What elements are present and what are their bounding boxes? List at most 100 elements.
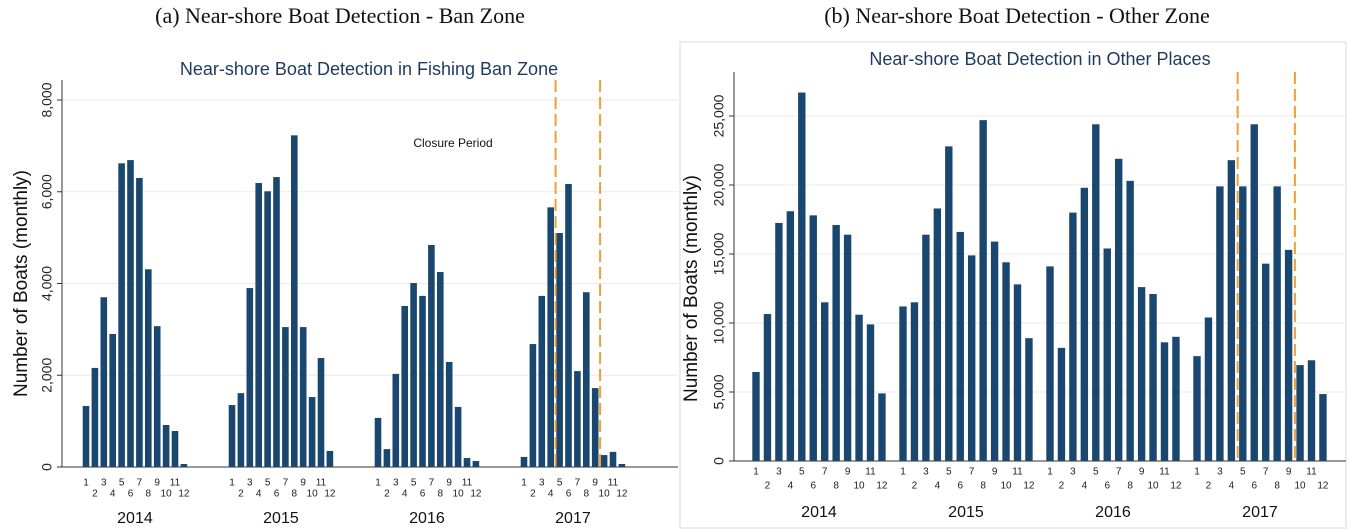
x-tick-label: 8 bbox=[146, 489, 152, 500]
x-tick-label: 4 bbox=[402, 489, 408, 500]
x-tick-label: 6 bbox=[957, 481, 963, 492]
bar bbox=[618, 464, 626, 467]
x-tick-label: 7 bbox=[283, 478, 289, 489]
bar bbox=[990, 241, 999, 461]
year-label: 2015 bbox=[948, 504, 984, 521]
y-tick-label: 8,000 bbox=[39, 82, 55, 117]
x-tick-label: 11 bbox=[1306, 467, 1317, 478]
year-label: 2014 bbox=[801, 504, 837, 521]
bar bbox=[855, 314, 863, 461]
bar bbox=[1160, 342, 1169, 461]
x-tick-label: 6 bbox=[1104, 481, 1110, 492]
bar bbox=[547, 207, 554, 467]
x-tick-label: 10 bbox=[599, 489, 611, 500]
bar bbox=[556, 233, 563, 467]
bar bbox=[1193, 356, 1201, 461]
x-tick-label: 1 bbox=[753, 467, 759, 478]
x-tick-label: 12 bbox=[1170, 481, 1182, 492]
caption: (a) Near-shore Boat Detection - Ban Zone bbox=[155, 3, 525, 28]
bar bbox=[145, 269, 152, 467]
bar bbox=[538, 295, 546, 467]
x-tick-label: 11 bbox=[462, 478, 473, 489]
bar bbox=[752, 371, 760, 461]
x-tick-label: 9 bbox=[992, 467, 998, 478]
bar bbox=[979, 120, 987, 461]
x-tick-label: 6 bbox=[274, 489, 280, 500]
bar bbox=[282, 327, 289, 467]
bar bbox=[591, 388, 599, 467]
x-tick-label: 3 bbox=[393, 478, 399, 489]
x-tick-label: 3 bbox=[923, 467, 929, 478]
x-tick-label: 11 bbox=[1012, 467, 1023, 478]
x-tick-label: 4 bbox=[1082, 481, 1088, 492]
bar bbox=[1216, 186, 1224, 461]
x-tick-label: 11 bbox=[608, 478, 619, 489]
bar bbox=[529, 344, 537, 467]
x-tick-label: 10 bbox=[1147, 481, 1159, 492]
bar bbox=[118, 163, 125, 467]
bar bbox=[299, 327, 307, 467]
bar bbox=[91, 367, 99, 467]
x-tick-label: 5 bbox=[946, 467, 952, 478]
x-tick-label: 3 bbox=[1070, 467, 1076, 478]
x-tick-label: 8 bbox=[438, 489, 444, 500]
x-tick-label: 2 bbox=[1059, 481, 1065, 492]
bar bbox=[1239, 186, 1247, 461]
bar bbox=[1013, 284, 1022, 461]
caption: (b) Near-shore Boat Detection - Other Zo… bbox=[824, 3, 1210, 28]
bar bbox=[1080, 187, 1089, 461]
bar bbox=[775, 222, 783, 461]
x-tick-label: 7 bbox=[822, 467, 828, 478]
x-tick-label: 9 bbox=[1139, 467, 1145, 478]
x-tick-label: 4 bbox=[935, 481, 941, 492]
x-tick-label: 2 bbox=[1206, 481, 1212, 492]
x-tick-label: 9 bbox=[446, 478, 452, 489]
y-tick-label: 6,000 bbox=[39, 174, 55, 209]
x-tick-label: 5 bbox=[411, 478, 417, 489]
y-tick-label: 20,000 bbox=[711, 163, 727, 206]
x-tick-label: 12 bbox=[876, 481, 888, 492]
bar bbox=[326, 450, 334, 467]
year-label: 2016 bbox=[409, 510, 445, 527]
bar bbox=[171, 430, 179, 467]
bar bbox=[798, 92, 806, 461]
bar bbox=[1103, 248, 1111, 461]
x-tick-label: 1 bbox=[83, 478, 89, 489]
x-tick-label: 2 bbox=[912, 481, 918, 492]
x-tick-label: 6 bbox=[128, 489, 134, 500]
bar bbox=[1025, 338, 1033, 461]
x-tick-label: 11 bbox=[865, 467, 876, 478]
bar bbox=[956, 231, 964, 461]
x-tick-label: 7 bbox=[1116, 467, 1122, 478]
x-tick-label: 11 bbox=[170, 478, 181, 489]
year-label: 2016 bbox=[1095, 504, 1131, 521]
bar bbox=[180, 464, 188, 467]
x-tick-label: 5 bbox=[557, 478, 563, 489]
bar bbox=[1115, 158, 1123, 461]
y-tick-label: 0 bbox=[39, 463, 55, 471]
bar bbox=[922, 234, 930, 461]
bar bbox=[786, 211, 795, 461]
bar bbox=[866, 324, 875, 461]
bar bbox=[565, 183, 572, 468]
bar bbox=[162, 425, 170, 467]
x-tick-label: 12 bbox=[470, 489, 482, 500]
x-tick-label: 4 bbox=[788, 481, 794, 492]
bar bbox=[1250, 124, 1258, 461]
x-tick-label: 1 bbox=[229, 478, 235, 489]
bar bbox=[153, 326, 161, 467]
bar bbox=[317, 358, 325, 467]
bar bbox=[910, 302, 919, 461]
bar bbox=[82, 405, 90, 467]
bar bbox=[454, 406, 462, 467]
bar bbox=[1204, 317, 1213, 461]
bar bbox=[574, 371, 581, 467]
bar bbox=[878, 393, 886, 461]
bar bbox=[945, 146, 953, 462]
year-label: 2017 bbox=[1242, 504, 1278, 521]
chart-title: Near-shore Boat Detection in Fishing Ban… bbox=[180, 59, 558, 79]
x-tick-label: 2 bbox=[530, 489, 536, 500]
x-tick-label: 8 bbox=[1274, 481, 1280, 492]
y-tick-label: 15,000 bbox=[711, 232, 727, 275]
